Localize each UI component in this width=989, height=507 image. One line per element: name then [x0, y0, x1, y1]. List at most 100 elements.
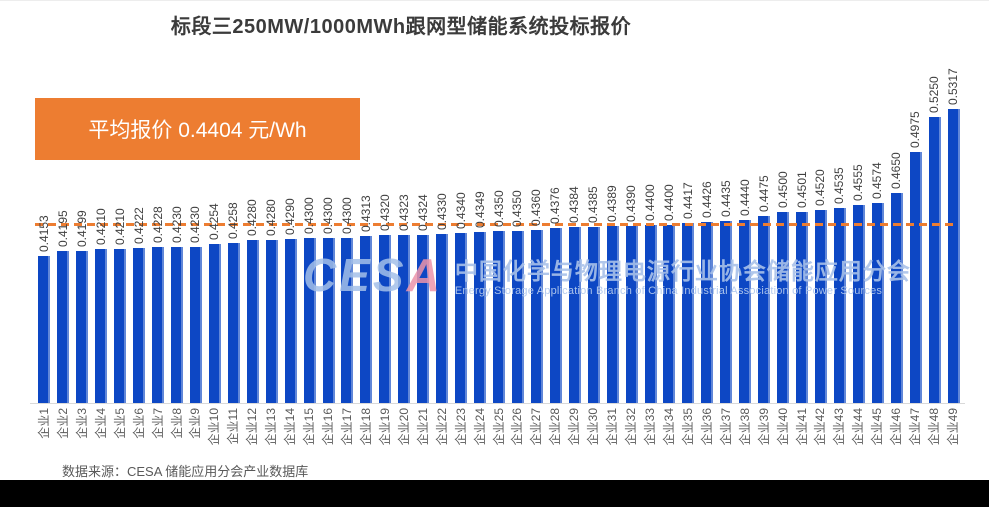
bar-value-label: 0.5250	[927, 76, 942, 114]
x-axis-label: 企业40	[775, 408, 790, 446]
x-axis-label: 企业4	[93, 408, 108, 439]
bar	[114, 249, 127, 403]
x-axis-label: 企业9	[188, 408, 203, 439]
x-axis-label: 企业22	[434, 408, 449, 446]
x-axis-label: 企业41	[794, 408, 809, 446]
bar-value-label: 0.4323	[396, 194, 411, 231]
bar-value-label: 0.4199	[74, 209, 89, 247]
bar-value-label: 0.4574	[870, 162, 885, 199]
chart-title: 标段三250MW/1000MWh跟网型储能系统投标报价	[170, 16, 632, 38]
bar	[474, 231, 487, 403]
bar-value-label: 0.4280	[245, 199, 260, 237]
bar	[133, 247, 146, 403]
bar-value-label: 0.4222	[131, 207, 146, 244]
bar	[189, 246, 202, 403]
bar	[890, 193, 903, 403]
x-axis-label: 企业8	[169, 408, 184, 439]
bar	[758, 215, 771, 403]
bar	[322, 237, 335, 403]
bar-value-label: 0.4426	[699, 181, 714, 218]
x-axis-label: 企业17	[339, 408, 354, 446]
bar	[644, 225, 657, 403]
bar-value-label: 0.4300	[302, 197, 317, 234]
bar	[530, 230, 543, 403]
bar-value-label: 0.4360	[529, 189, 544, 227]
bar	[152, 246, 165, 403]
x-axis-label: 企业16	[321, 408, 336, 446]
bar	[928, 117, 941, 403]
x-axis-label: 企业46	[889, 408, 904, 446]
x-axis-label: 企业47	[908, 408, 923, 446]
bar	[947, 108, 960, 403]
x-axis-label: 企业49	[946, 408, 961, 446]
x-axis-label: 企业39	[756, 408, 771, 446]
bar	[833, 207, 846, 403]
bar-value-label: 0.4280	[264, 199, 279, 237]
bar-value-label: 0.4230	[188, 205, 203, 243]
x-axis-label: 企业13	[264, 408, 279, 446]
x-axis-label: 企业36	[699, 408, 714, 446]
x-axis-label: 企业15	[302, 408, 317, 446]
bar-value-label: 0.4475	[756, 174, 771, 212]
bar-value-label: 0.4254	[207, 202, 222, 240]
bar-value-label: 0.4501	[794, 171, 809, 209]
x-axis-label: 企业18	[358, 408, 373, 446]
bar	[227, 243, 240, 403]
bar-value-label: 0.4300	[339, 197, 354, 234]
bar-value-label: 0.4230	[169, 205, 184, 243]
average-dashed-line	[35, 223, 953, 227]
bar	[360, 236, 373, 403]
x-axis-label: 企业24	[472, 408, 487, 446]
bar-value-label: 0.4290	[283, 198, 298, 236]
bar	[246, 240, 259, 403]
x-axis-label: 企业44	[851, 408, 866, 446]
bar	[625, 226, 638, 403]
bar	[852, 205, 865, 403]
bar-value-label: 0.4258	[226, 202, 241, 240]
bar	[777, 212, 790, 403]
x-axis-line	[30, 403, 965, 404]
x-axis-label: 企业3	[74, 408, 89, 439]
bar	[909, 152, 922, 403]
x-axis-label: 企业25	[491, 408, 506, 446]
x-axis-label: 企业28	[548, 408, 563, 446]
bar-value-label: 0.4535	[832, 167, 847, 204]
bar	[493, 231, 505, 403]
x-axis-label: 企业48	[927, 408, 942, 446]
x-axis-label: 企业33	[643, 408, 657, 446]
bar	[568, 227, 581, 403]
x-axis-label: 企业30	[586, 408, 601, 446]
bar-value-label: 0.4520	[813, 169, 828, 206]
bar-value-label: 0.4440	[737, 179, 752, 216]
bar	[95, 249, 108, 403]
x-axis-label: 企业20	[396, 408, 411, 446]
bar-value-label: 0.5317	[946, 67, 961, 105]
bar	[265, 240, 278, 403]
x-axis-label: 企业45	[870, 408, 885, 446]
bar	[871, 202, 884, 403]
bar-value-label: 0.4350	[491, 190, 506, 228]
bar	[701, 221, 714, 403]
bar	[38, 256, 51, 403]
x-axis-label: 企业32	[624, 408, 639, 446]
x-axis-label: 企业12	[245, 408, 260, 446]
x-axis-label: 企业43	[832, 408, 847, 446]
bar	[606, 226, 619, 403]
bar	[720, 220, 733, 403]
x-axis-label: 企业38	[737, 408, 752, 446]
bar-value-label: 0.4390	[624, 185, 639, 223]
bar-value-label: 0.4313	[358, 195, 373, 233]
bar	[417, 234, 430, 403]
x-axis-label: 企业21	[415, 408, 430, 446]
bar-value-label: 0.4228	[150, 206, 165, 243]
x-axis-label: 企业26	[510, 408, 525, 446]
bar-value-label: 0.4555	[851, 164, 866, 202]
bar	[341, 237, 354, 403]
x-axis-label: 企业2	[55, 408, 70, 439]
x-axis-label: 企业27	[529, 408, 544, 446]
bar-value-label: 0.4330	[434, 193, 449, 230]
bar-value-label: 0.4385	[586, 186, 601, 223]
x-axis-label: 企业14	[283, 408, 298, 446]
